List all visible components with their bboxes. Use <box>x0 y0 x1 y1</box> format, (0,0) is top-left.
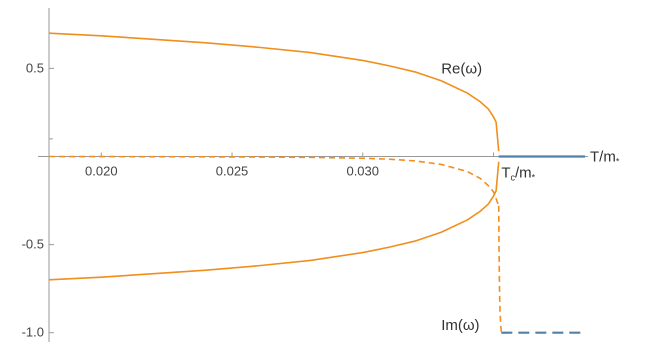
x-axis-label-subscript: * <box>616 156 620 166</box>
x-tick-label-2: 0.030 <box>346 163 379 178</box>
annotation-2: Tc/m* <box>501 165 535 183</box>
series-re-positive <box>48 32 500 152</box>
annotation-1: Im(ω) <box>441 317 479 334</box>
annotation-2-part-0: T <box>501 165 510 182</box>
annotation-2-part-3: * <box>532 173 536 183</box>
series-layer <box>48 32 585 334</box>
x-axis-label: T/m* <box>590 148 620 166</box>
x-tick-label-0: 0.020 <box>85 163 118 178</box>
y-tick-label-2: -1.0 <box>22 325 44 340</box>
series-im-lower <box>497 205 503 333</box>
y-tick-label-1: -0.5 <box>22 237 44 252</box>
annotation-2-part-2: /m <box>515 165 532 182</box>
y-tick-label-0: 0.5 <box>26 60 44 75</box>
annotation-0: Re(ω) <box>441 61 482 78</box>
annotations: Re(ω) Im(ω) Tc/m* <box>441 61 535 334</box>
x-tick-label-1: 0.025 <box>216 163 249 178</box>
series-im-upper <box>48 155 500 207</box>
series-re-negative <box>48 161 500 281</box>
annotation-2-part-1: c <box>511 173 516 183</box>
